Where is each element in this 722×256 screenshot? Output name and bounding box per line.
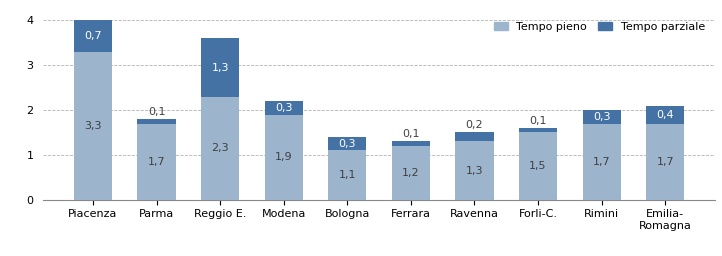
Text: 1,5: 1,5 xyxy=(529,161,547,171)
Bar xyxy=(201,38,239,97)
Text: 3,3: 3,3 xyxy=(84,121,102,131)
Text: 1,7: 1,7 xyxy=(656,157,674,167)
Bar xyxy=(264,101,303,115)
Bar xyxy=(392,141,430,146)
Text: 0,1: 0,1 xyxy=(529,116,547,126)
Text: 0,3: 0,3 xyxy=(339,139,356,149)
Text: 0,3: 0,3 xyxy=(275,103,292,113)
Bar xyxy=(74,20,112,52)
Text: 0,1: 0,1 xyxy=(402,129,419,139)
Bar xyxy=(583,110,621,123)
Legend: Tempo pieno, Tempo parziale: Tempo pieno, Tempo parziale xyxy=(490,17,709,36)
Text: 1,3: 1,3 xyxy=(212,62,229,72)
Bar xyxy=(329,137,366,151)
Bar xyxy=(74,52,112,200)
Text: 0,3: 0,3 xyxy=(593,112,610,122)
Text: 2,3: 2,3 xyxy=(212,143,229,153)
Text: 1,7: 1,7 xyxy=(593,157,610,167)
Bar xyxy=(583,123,621,200)
Bar xyxy=(329,151,366,200)
Text: 0,7: 0,7 xyxy=(84,31,102,41)
Text: 1,3: 1,3 xyxy=(466,166,483,176)
Bar xyxy=(456,141,494,200)
Text: 0,4: 0,4 xyxy=(656,110,674,120)
Bar xyxy=(392,146,430,200)
Bar xyxy=(201,97,239,200)
Bar xyxy=(137,119,175,123)
Text: 1,9: 1,9 xyxy=(275,152,292,162)
Bar xyxy=(646,123,684,200)
Bar xyxy=(456,133,494,141)
Bar xyxy=(264,115,303,200)
Bar xyxy=(137,123,175,200)
Bar xyxy=(519,128,557,133)
Text: 0,2: 0,2 xyxy=(466,120,483,130)
Text: 1,2: 1,2 xyxy=(402,168,419,178)
Text: 1,1: 1,1 xyxy=(339,170,356,180)
Text: 0,1: 0,1 xyxy=(148,107,165,117)
Text: 1,7: 1,7 xyxy=(148,157,165,167)
Bar xyxy=(519,133,557,200)
Bar xyxy=(646,105,684,123)
